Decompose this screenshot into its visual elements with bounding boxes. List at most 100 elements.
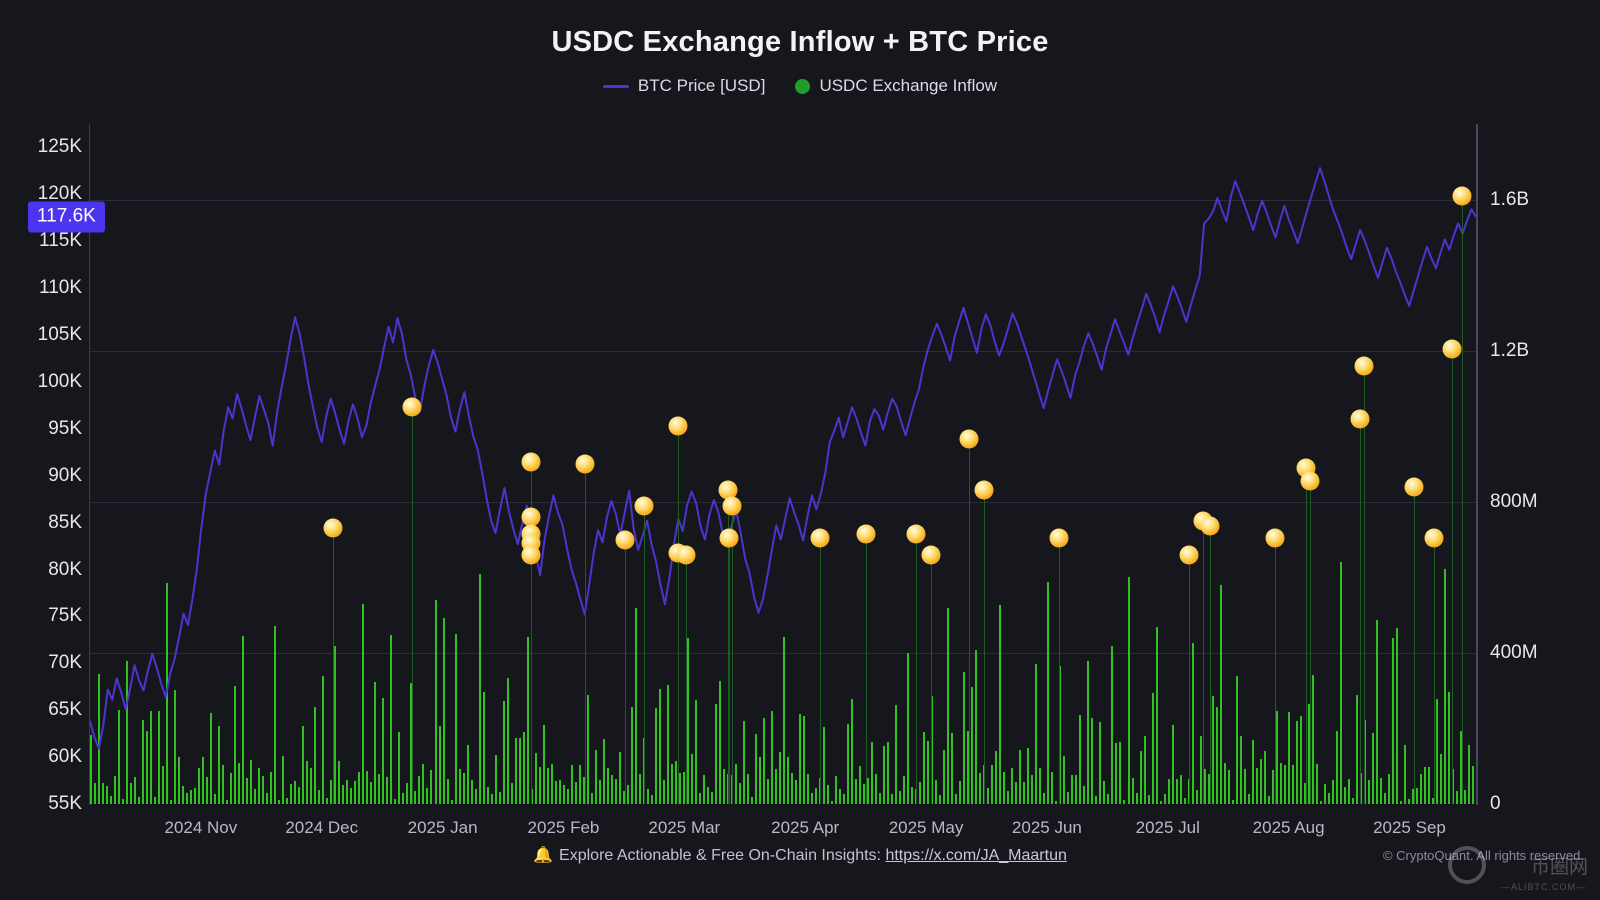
x-tick-2025-Feb: 2025 Feb bbox=[527, 818, 600, 837]
inflow-bar bbox=[1303, 782, 1306, 804]
inflow-bar bbox=[1215, 706, 1218, 804]
inflow-bar bbox=[410, 683, 413, 804]
inflow-bar bbox=[354, 780, 357, 804]
large-inflow-marker[interactable] bbox=[1179, 545, 1199, 565]
inflow-bar bbox=[238, 763, 241, 804]
gridline bbox=[90, 501, 1476, 503]
inflow-bar bbox=[1083, 785, 1086, 804]
legend-label-btc-price: BTC Price [USD] bbox=[637, 76, 766, 95]
large-inflow-marker[interactable] bbox=[1442, 339, 1462, 359]
large-inflow-marker[interactable] bbox=[615, 530, 635, 550]
inflow-bar bbox=[1023, 782, 1026, 804]
inflow-bar bbox=[1027, 748, 1030, 804]
large-inflow-marker[interactable] bbox=[521, 452, 541, 472]
x-tick-2024-Nov: 2024 Nov bbox=[164, 818, 238, 837]
inflow-bar bbox=[758, 757, 761, 804]
inflow-bar bbox=[1055, 800, 1058, 804]
inflow-bar bbox=[1287, 711, 1290, 804]
large-inflow-marker[interactable] bbox=[1354, 356, 1374, 376]
marker-stem bbox=[677, 552, 679, 804]
inflow-bar bbox=[114, 776, 117, 804]
inflow-bar bbox=[698, 792, 701, 804]
large-inflow-marker[interactable] bbox=[959, 429, 979, 449]
large-inflow-marker[interactable] bbox=[906, 524, 926, 544]
inflow-bar bbox=[1079, 715, 1082, 804]
marker-stem bbox=[1363, 365, 1365, 804]
y-tick-left-55K: 55K bbox=[48, 793, 82, 814]
inflow-bar bbox=[718, 681, 721, 804]
inflow-bar bbox=[342, 784, 345, 804]
inflow-bar bbox=[434, 599, 437, 804]
inflow-bar bbox=[795, 779, 798, 804]
inflow-bar bbox=[871, 742, 874, 804]
large-inflow-marker[interactable] bbox=[1452, 186, 1472, 206]
large-inflow-marker[interactable] bbox=[921, 545, 941, 565]
inflow-bar bbox=[206, 776, 209, 804]
inflow-bar bbox=[947, 608, 950, 804]
chart-plot-area[interactable] bbox=[90, 124, 1476, 804]
large-inflow-marker[interactable] bbox=[718, 480, 738, 500]
page-title: USDC Exchange Inflow + BTC Price bbox=[551, 26, 1049, 58]
inflow-bar bbox=[1043, 792, 1046, 804]
inflow-bar bbox=[1011, 768, 1014, 804]
inflow-bar bbox=[1115, 742, 1118, 804]
inflow-bar bbox=[927, 740, 930, 804]
large-inflow-marker[interactable] bbox=[676, 545, 696, 565]
large-inflow-marker[interactable] bbox=[402, 397, 422, 417]
inflow-bar bbox=[1227, 770, 1230, 804]
inflow-bar bbox=[382, 698, 385, 804]
inflow-bar bbox=[1191, 643, 1194, 804]
large-inflow-marker[interactable] bbox=[722, 496, 742, 516]
inflow-bar bbox=[1051, 771, 1054, 804]
inflow-bar bbox=[750, 796, 753, 804]
large-inflow-marker[interactable] bbox=[521, 545, 541, 565]
large-inflow-marker[interactable] bbox=[974, 480, 994, 500]
y-tick-left-115K: 115K bbox=[39, 230, 82, 252]
inflow-bar bbox=[895, 705, 898, 804]
inflow-bar bbox=[1363, 720, 1366, 804]
large-inflow-marker[interactable] bbox=[1404, 477, 1424, 497]
inflow-bar bbox=[490, 794, 493, 804]
legend-item-btc-price[interactable]: BTC Price [USD] bbox=[602, 76, 766, 96]
large-inflow-marker[interactable] bbox=[1350, 409, 1370, 429]
inflow-bar bbox=[438, 725, 441, 804]
inflow-bar bbox=[1087, 660, 1090, 804]
large-inflow-marker[interactable] bbox=[1300, 471, 1320, 491]
large-inflow-marker[interactable] bbox=[719, 528, 739, 548]
line-swatch-icon bbox=[602, 84, 629, 88]
large-inflow-marker[interactable] bbox=[323, 518, 342, 538]
inflow-bar bbox=[1407, 799, 1410, 804]
marker-stem bbox=[1209, 526, 1211, 804]
large-inflow-marker[interactable] bbox=[634, 496, 654, 516]
large-inflow-marker[interactable] bbox=[575, 454, 595, 474]
large-inflow-marker[interactable] bbox=[1200, 516, 1220, 536]
inflow-bar bbox=[1327, 793, 1330, 804]
inflow-bar bbox=[338, 760, 341, 804]
legend-item-usdc-inflow[interactable]: USDC Exchange Inflow bbox=[795, 76, 997, 96]
y-tick-left-125K: 125K bbox=[37, 136, 82, 158]
inflow-bar bbox=[406, 782, 409, 804]
inflow-bar bbox=[690, 753, 693, 804]
x-tick-2025-Aug: 2025 Aug bbox=[1252, 818, 1325, 837]
inflow-bar bbox=[879, 793, 882, 804]
marker-stem bbox=[625, 539, 626, 804]
inflow-bar bbox=[1467, 745, 1470, 804]
large-inflow-marker[interactable] bbox=[810, 528, 830, 548]
inflow-bar bbox=[486, 787, 489, 804]
inflow-bar bbox=[1271, 769, 1274, 804]
large-inflow-marker[interactable] bbox=[1265, 528, 1285, 548]
marker-stem bbox=[1058, 537, 1060, 804]
large-inflow-marker[interactable] bbox=[668, 416, 688, 436]
y-tick-left-90K: 90K bbox=[48, 464, 82, 486]
inflow-bar bbox=[210, 712, 213, 804]
inflow-bar bbox=[1379, 778, 1382, 804]
large-inflow-marker[interactable] bbox=[1424, 528, 1444, 548]
inflow-bar bbox=[466, 744, 469, 804]
large-inflow-marker[interactable] bbox=[1049, 528, 1069, 548]
large-inflow-marker[interactable] bbox=[521, 507, 541, 527]
inflow-bar bbox=[222, 765, 225, 804]
inflow-bar bbox=[1195, 789, 1198, 804]
footer-link[interactable]: https://x.com/JA_Maartun bbox=[885, 847, 1067, 864]
marker-stem bbox=[916, 533, 918, 804]
large-inflow-marker[interactable] bbox=[856, 524, 876, 544]
